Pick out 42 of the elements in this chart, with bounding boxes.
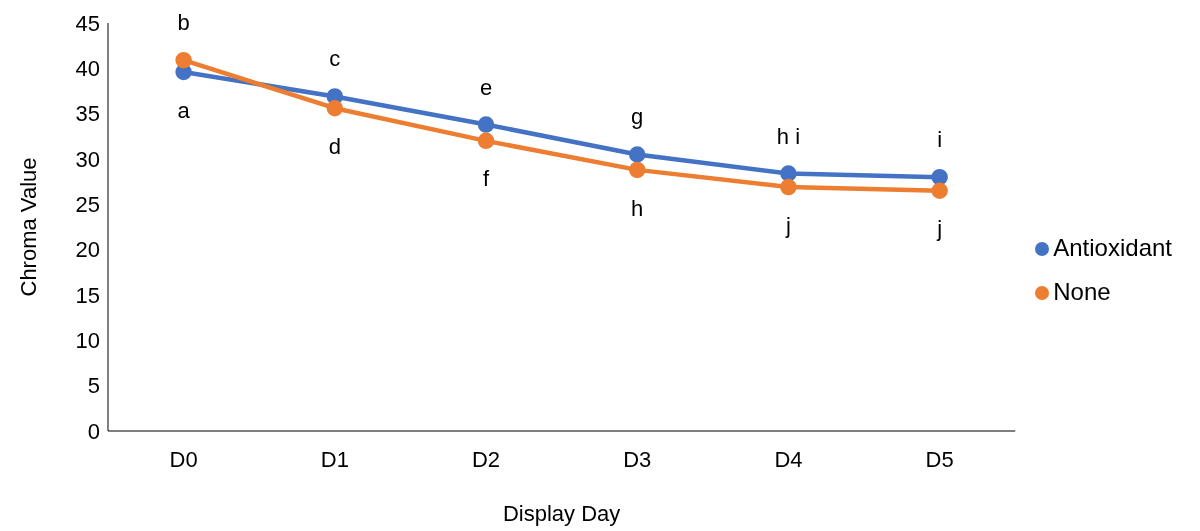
y-axis-title: Chroma Value [15,157,41,297]
annotation: f [482,166,490,192]
y-tick-label: 25 [75,192,100,218]
x-axis-title: Display Day [502,501,621,526]
legend-label: Antioxidant [1053,233,1172,261]
point [931,182,948,199]
point [780,178,797,196]
annotation: b [177,10,190,36]
point [628,161,646,179]
point [628,146,646,163]
point [931,168,948,186]
x-tick-label: D2 [471,446,501,472]
y-tick-label: 0 [87,418,100,444]
annotation: c [329,46,341,72]
annotation: h i [776,123,801,149]
point [326,99,344,117]
x-tick-label: D4 [774,446,803,472]
annotation: d [328,133,341,159]
x-tick-label: D5 [925,446,954,472]
annotation: j [936,216,943,242]
y-tick-label: 45 [75,10,100,36]
annotation: g [631,104,644,130]
annotation: j [784,212,791,238]
point [175,51,192,69]
x-tick-label: D0 [169,446,198,472]
y-tick-label: 30 [75,146,100,172]
point [780,165,797,182]
y-tick-label: 20 [75,237,100,263]
y-tick-label: 5 [87,373,100,399]
y-tick-label: 10 [75,328,100,354]
x-tick-label: D1 [320,446,349,472]
y-tick-label: 35 [75,101,100,127]
annotation: i [937,127,943,153]
legend-label: None [1053,277,1111,305]
annotation: h [631,195,644,221]
annotation: a [177,97,191,123]
y-tick-label: 40 [75,56,100,82]
point [477,116,495,133]
point [477,132,495,150]
annotation: e [479,74,493,100]
x-tick-label: D3 [623,446,652,472]
y-tick-label: 15 [75,282,100,308]
